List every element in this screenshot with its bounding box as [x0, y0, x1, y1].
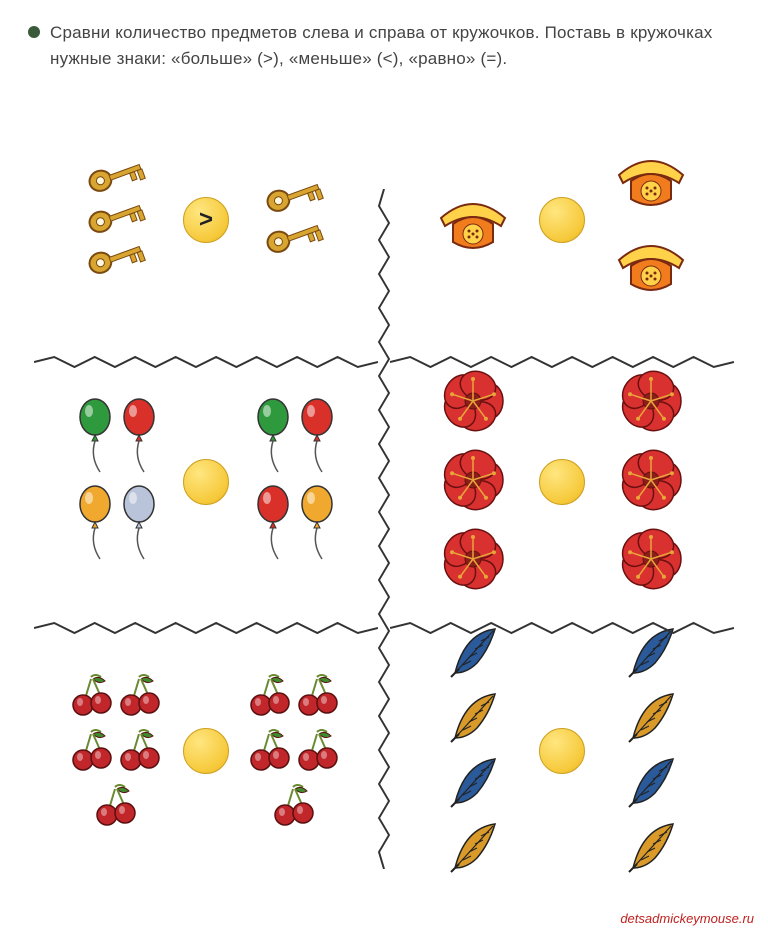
cell-cherries: [28, 613, 384, 889]
balloons-right: [235, 397, 355, 567]
item-icon: [119, 726, 163, 777]
item-icon: [438, 366, 508, 441]
flowers-left: [413, 366, 533, 599]
item-icon: [616, 445, 686, 520]
cherries-left: [57, 671, 177, 832]
cell-feathers: [384, 613, 740, 889]
item-icon: [438, 524, 508, 599]
item-icon: [623, 753, 679, 814]
item-icon: [445, 623, 501, 684]
item-icon: [623, 623, 679, 684]
answer-circle[interactable]: >: [183, 197, 229, 243]
item-icon: [249, 726, 293, 777]
item-icon: [71, 726, 115, 777]
item-icon: [297, 397, 337, 480]
item-icon: [623, 688, 679, 749]
answer-circle[interactable]: [183, 728, 229, 774]
instruction-text: Сравни количество предметов слева и спра…: [50, 20, 740, 71]
watermark: detsadmickeymouse.ru: [620, 911, 754, 926]
balloons-left: [57, 397, 177, 567]
flowers-right: [591, 366, 711, 599]
worksheet-grid: >: [28, 89, 740, 889]
cell-keys: >: [28, 89, 384, 351]
cell-balloons: [28, 351, 384, 613]
item-icon: [71, 671, 115, 722]
item-icon: [75, 484, 115, 567]
item-icon: [119, 397, 159, 480]
item-icon: [249, 671, 293, 722]
item-icon: [75, 397, 115, 480]
item-icon: [433, 180, 513, 261]
item-icon: [616, 366, 686, 441]
item-icon: [253, 397, 293, 480]
bullet-icon: [28, 26, 40, 38]
item-icon: [445, 688, 501, 749]
item-icon: [611, 222, 691, 303]
keys-right: [235, 181, 355, 259]
answer-circle[interactable]: [539, 459, 585, 505]
instruction-row: Сравни количество предметов слева и спра…: [28, 20, 740, 71]
cell-phones: [384, 89, 740, 351]
item-icon: [253, 484, 293, 567]
cell-flowers: [384, 351, 740, 613]
item-icon: [623, 818, 679, 879]
phones-left: [413, 180, 533, 261]
item-icon: [95, 781, 139, 832]
answer-circle[interactable]: [539, 728, 585, 774]
feathers-right: [591, 623, 711, 879]
item-icon: [297, 671, 341, 722]
cherries-right: [235, 671, 355, 832]
answer-circle[interactable]: [183, 459, 229, 505]
item-icon: [616, 524, 686, 599]
feathers-left: [413, 623, 533, 879]
item-icon: [445, 753, 501, 814]
answer-circle[interactable]: [539, 197, 585, 243]
item-icon: [445, 818, 501, 879]
item-icon: [273, 781, 317, 832]
item-icon: [119, 671, 163, 722]
item-icon: [297, 726, 341, 777]
item-icon: [297, 484, 337, 567]
item-icon: [438, 445, 508, 520]
phones-right: [591, 137, 711, 303]
item-icon: [119, 484, 159, 567]
item-icon: [611, 137, 691, 218]
keys-left: [57, 161, 177, 280]
